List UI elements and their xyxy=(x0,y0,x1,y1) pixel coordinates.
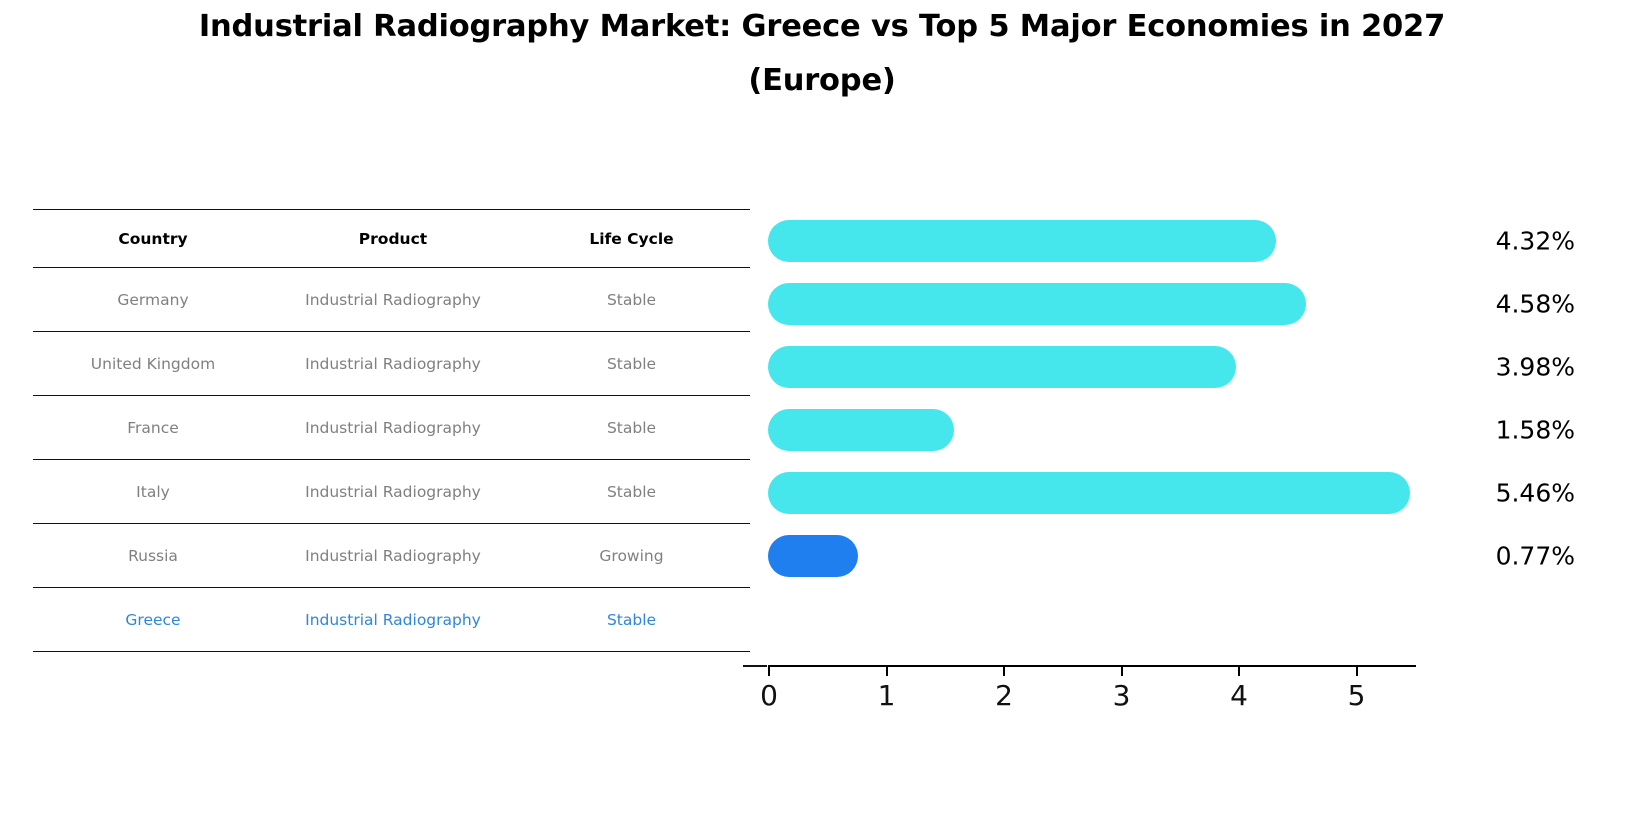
bar-italy xyxy=(768,408,954,451)
table-row-highlighted: Greece Industrial Radiography Stable xyxy=(33,588,750,652)
bar-row: 4.32% xyxy=(768,209,1575,272)
bar-row: 0.77% xyxy=(768,524,1575,587)
cell-country: France xyxy=(127,418,179,437)
bar-value-label: 4.32% xyxy=(1495,226,1575,255)
cell-product: Industrial Radiography xyxy=(305,418,481,437)
cell-life-cycle: Stable xyxy=(606,482,657,501)
x-axis-tick xyxy=(1003,665,1006,676)
cell-country: United Kingdom xyxy=(90,354,216,373)
bar-greece xyxy=(768,534,859,577)
bar-row: 5.46% xyxy=(768,461,1575,524)
bar-value-label: 1.58% xyxy=(1495,415,1575,444)
bar-united-kingdom xyxy=(768,282,1307,325)
bar-value-label: 5.46% xyxy=(1495,478,1575,507)
cell-product: Industrial Radiography xyxy=(305,610,481,629)
axis-left-stub xyxy=(743,665,767,667)
table-row: United Kingdom Industrial Radiography St… xyxy=(33,332,750,396)
cell-life-cycle: Stable xyxy=(606,418,657,437)
cell-country: Germany xyxy=(117,290,189,309)
table-row: Russia Industrial Radiography Growing xyxy=(33,524,750,588)
bar-row: 1.58% xyxy=(768,398,1575,461)
cell-product: Industrial Radiography xyxy=(305,546,481,565)
x-axis-tick-label: 0 xyxy=(760,679,778,712)
x-axis-line xyxy=(768,665,1416,668)
cell-country: Russia xyxy=(128,546,178,565)
cell-product: Industrial Radiography xyxy=(305,354,481,373)
cell-country: Italy xyxy=(136,482,170,501)
x-axis-tick-label: 5 xyxy=(1347,679,1366,712)
cell-product: Industrial Radiography xyxy=(305,482,481,501)
bar-row: 3.98% xyxy=(768,335,1575,398)
bar-value-label: 4.58% xyxy=(1495,289,1575,318)
cell-life-cycle: Stable xyxy=(606,354,657,373)
x-axis-tick-label: 2 xyxy=(995,679,1013,712)
cell-life-cycle: Stable xyxy=(606,610,657,629)
bar-group: 4.32% 4.58% 3.98% 1.58% 5.46% 0.77% xyxy=(768,209,1575,587)
country-table: Country Product Life Cycle Germany Indus… xyxy=(33,209,750,652)
table: Country Product Life Cycle Germany Indus… xyxy=(33,209,750,652)
bar-value-label: 0.77% xyxy=(1495,541,1575,570)
x-axis-tick-label: 3 xyxy=(1112,679,1131,712)
table-header-row: Country Product Life Cycle xyxy=(33,209,750,268)
cell-life-cycle: Stable xyxy=(606,290,657,309)
bar-value-label: 3.98% xyxy=(1495,352,1575,381)
bar-france xyxy=(768,345,1236,388)
x-axis-tick xyxy=(885,665,888,676)
x-axis-tick xyxy=(768,665,771,676)
table-row: Italy Industrial Radiography Stable xyxy=(33,460,750,524)
table-row: Germany Industrial Radiography Stable xyxy=(33,268,750,332)
x-axis-tick xyxy=(1355,665,1358,676)
bar-germany xyxy=(768,219,1276,262)
bar-russia xyxy=(768,471,1410,514)
cell-product: Industrial Radiography xyxy=(305,290,481,309)
column-header-life-cycle: Life Cycle xyxy=(589,229,674,248)
bar-row: 4.58% xyxy=(768,272,1575,335)
chart-title-line-2: (Europe) xyxy=(748,62,896,98)
chart-title-block: Industrial Radiography Market: Greece vs… xyxy=(0,9,1644,98)
x-axis-tick xyxy=(1120,665,1123,676)
column-header-product: Product xyxy=(358,229,428,248)
cell-life-cycle: Growing xyxy=(599,546,664,565)
x-axis-tick-label: 4 xyxy=(1230,679,1248,712)
column-header-country: Country xyxy=(118,229,188,248)
x-axis-tick-label: 1 xyxy=(877,679,896,712)
bar-chart: 4.32% 4.58% 3.98% 1.58% 5.46% 0.77% xyxy=(743,209,1628,712)
cell-country: Greece xyxy=(125,610,181,629)
chart-title-line-1: Industrial Radiography Market: Greece vs… xyxy=(198,9,1446,44)
x-axis-tick xyxy=(1238,665,1241,676)
table-row: France Industrial Radiography Stable xyxy=(33,396,750,460)
